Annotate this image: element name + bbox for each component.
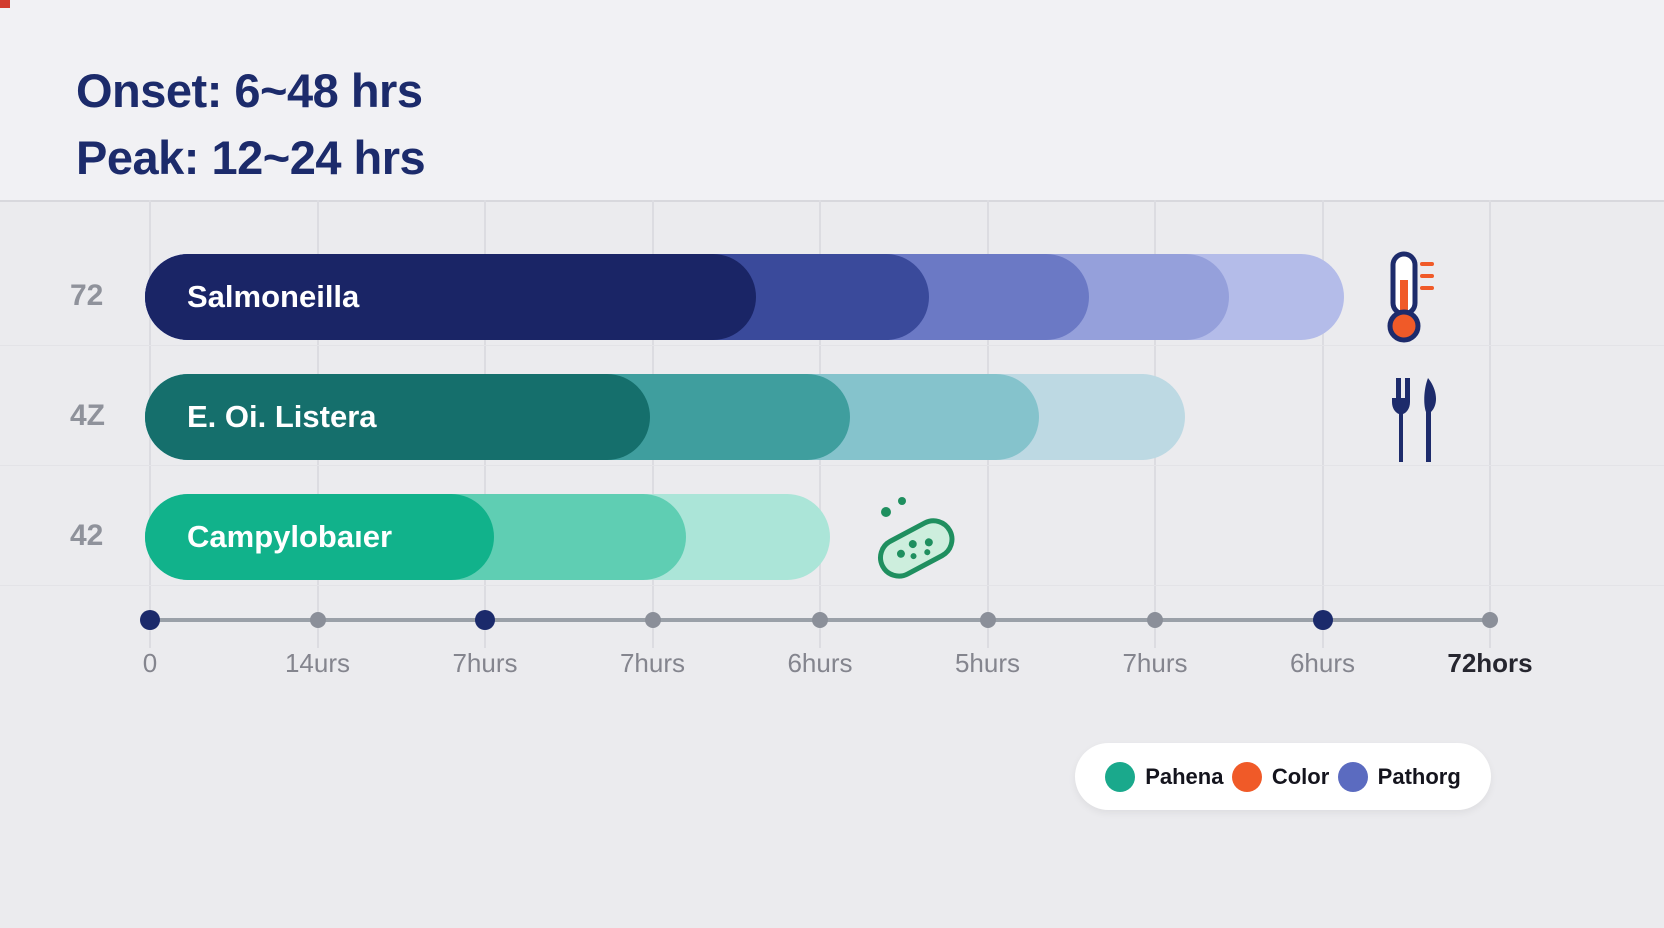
horizontal-gridline bbox=[0, 585, 1664, 586]
pathogen-bar: E. Oi. Listera bbox=[145, 374, 1185, 460]
legend-item: Color bbox=[1231, 761, 1330, 792]
bar-label: Campylobaıer bbox=[187, 519, 393, 554]
bacteria-icon bbox=[856, 488, 966, 593]
title-line-onset: Onset: 6~48 hrs bbox=[76, 64, 423, 117]
axis-tick-dot bbox=[812, 612, 828, 628]
x-tick-label: 6hurs bbox=[1289, 648, 1356, 678]
legend-item-label: Pahena bbox=[1145, 763, 1224, 789]
thermometer-icon bbox=[1382, 250, 1438, 351]
vertical-gridline bbox=[1321, 200, 1324, 648]
x-tick-label: 7hurs bbox=[452, 648, 518, 678]
header-band bbox=[0, 0, 1664, 202]
x-tick-label: 6hurs bbox=[787, 648, 853, 678]
axis-tick-dot bbox=[1482, 612, 1498, 628]
row-value-label: 42 bbox=[70, 519, 104, 552]
legend-item: Pahena bbox=[1105, 761, 1224, 792]
x-tick-label: 7hurs bbox=[619, 648, 686, 678]
vertical-gridline bbox=[1489, 200, 1491, 648]
x-tick-label: 14urs bbox=[284, 648, 351, 678]
axis-tick-dot bbox=[140, 610, 160, 630]
bar-label: E. Oi. Listera bbox=[187, 399, 377, 434]
bar-segment bbox=[145, 494, 494, 580]
pathogen-bar: Salmoneilla bbox=[145, 254, 1344, 340]
legend: Pahena Color Pathorg bbox=[1075, 743, 1491, 810]
axis-tick-dot bbox=[475, 610, 495, 630]
legend-item-label: Pathorg bbox=[1377, 763, 1461, 789]
axis-tick-dot bbox=[1312, 610, 1333, 630]
corner-artifact bbox=[0, 0, 10, 8]
horizontal-gridline bbox=[0, 465, 1664, 466]
axis-tick-dot bbox=[1147, 612, 1163, 628]
x-tick-label: 5hurs bbox=[954, 648, 1021, 678]
horizontal-gridline bbox=[0, 345, 1664, 346]
bar-segment bbox=[145, 254, 756, 340]
pathogen-bar: Campylobaıer bbox=[145, 494, 830, 580]
chart-title: Onset: 6~48 hrs Peak: 12~24 hrs bbox=[76, 58, 426, 191]
bar-segment bbox=[145, 374, 650, 460]
cutlery-icon bbox=[1384, 376, 1444, 471]
axis-tick-dot bbox=[309, 612, 326, 628]
legend-color-dot bbox=[1231, 761, 1262, 792]
row-value-label: 4Z bbox=[70, 399, 106, 432]
legend-item-label: Color bbox=[1271, 763, 1330, 789]
x-tick-label: 7hurs bbox=[1122, 648, 1188, 678]
legend-item: Pathorg bbox=[1337, 761, 1461, 792]
x-tick-label: 72hors bbox=[1447, 648, 1533, 678]
title-line-peak: Peak: 12~24 hrs bbox=[76, 130, 426, 184]
bar-label: Salmoneilla bbox=[187, 279, 360, 314]
axis-tick-dot bbox=[644, 612, 661, 628]
legend-color-dot bbox=[1337, 761, 1368, 792]
legend-color-dot bbox=[1105, 761, 1136, 792]
row-value-label: 72 bbox=[70, 279, 104, 312]
x-tick-label: 0 bbox=[142, 648, 158, 678]
axis-tick-dot bbox=[979, 612, 996, 628]
